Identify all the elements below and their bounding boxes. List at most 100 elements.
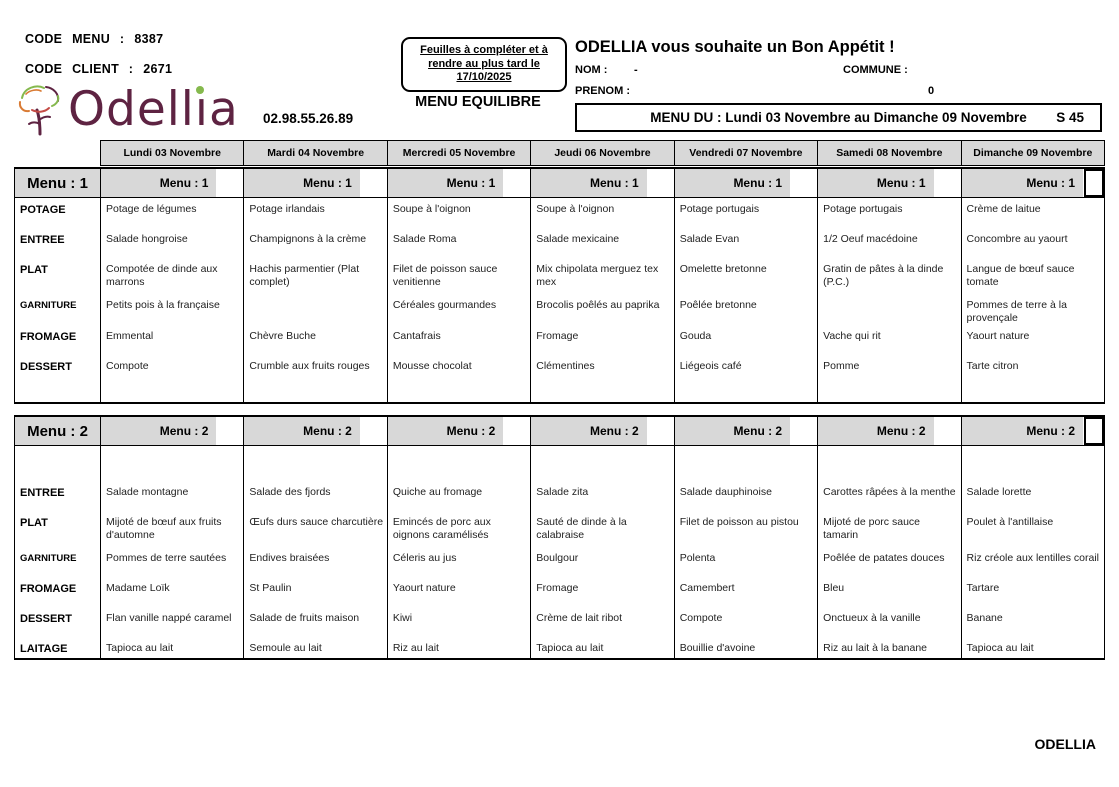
menu-cell: Cantafrais bbox=[386, 324, 531, 355]
menu-cell: Poêlée bretonne bbox=[673, 293, 818, 325]
menu-cell: Yaourt nature bbox=[960, 324, 1105, 355]
row-label: POTAGE bbox=[20, 204, 66, 216]
menu-cell: Polenta bbox=[673, 546, 818, 577]
menu-title-cell: Menu : 1 bbox=[14, 168, 101, 198]
menu-cell: Potage irlandais bbox=[243, 197, 388, 228]
menu-header-label: Menu : 2 bbox=[961, 417, 1083, 445]
row-label: ENTREE bbox=[20, 486, 65, 499]
menu-cell: St Paulin bbox=[243, 576, 388, 607]
day-header-cell: Lundi 03 Novembre bbox=[99, 140, 245, 166]
menu-title-text: Menu : 2 bbox=[27, 422, 88, 440]
menu-title-cell: Menu : 2 bbox=[14, 416, 101, 446]
menu-cell: Pomme bbox=[817, 354, 962, 387]
menu-cell: Langue de bœuf sauce tomate bbox=[960, 257, 1105, 294]
row-label: ENTREE bbox=[20, 233, 65, 246]
menu-header-label: Menu : 2 bbox=[531, 417, 647, 445]
menu-cell: Salade Roma bbox=[386, 227, 531, 258]
menu-header-label: Menu : 2 bbox=[674, 417, 791, 445]
menu-cell: Onctueux à la vanille bbox=[817, 606, 962, 637]
greeting-title: ODELLIA vous souhaite un Bon Appétit ! bbox=[575, 38, 895, 56]
menu-cell: Tarte citron bbox=[960, 354, 1105, 387]
menu-cell: Filet de poisson sauce venitienne bbox=[386, 257, 531, 294]
menu-cell: Vache qui rit bbox=[817, 324, 962, 355]
menu-cell: Riz créole aux lentilles corail bbox=[960, 546, 1105, 577]
code-menu-line: CODE MENU : 8387 bbox=[25, 32, 163, 46]
menu-cell: Mijoté de bœuf aux fruits d'automne bbox=[99, 510, 244, 547]
day-header-cell: Samedi 08 Novembre bbox=[817, 140, 962, 166]
menu-header-cell: Menu : 1 bbox=[243, 168, 388, 198]
menu-header-cell: Menu : 1 bbox=[530, 168, 675, 198]
menu-header-label: Menu : 1 bbox=[101, 169, 217, 197]
menu-header-label: Menu : 1 bbox=[531, 169, 647, 197]
menu-cell: Potage portugais bbox=[673, 197, 818, 228]
menu-cell: Madame Loïk bbox=[99, 576, 244, 607]
menu-checkbox[interactable] bbox=[1084, 417, 1104, 445]
menu-row-garniture: GARNITURE Pommes de terre sautées Endives … bbox=[15, 546, 1105, 577]
menu-cell: Champignons à la crème bbox=[243, 227, 388, 258]
menu-cell: Riz au lait à la banane bbox=[817, 636, 962, 659]
menu-cell: Tartare bbox=[960, 576, 1105, 607]
menu-cell: Céleris au jus bbox=[386, 546, 531, 577]
menu-cell: Salade de fruits maison bbox=[243, 606, 388, 637]
menu-header-label: Menu : 2 bbox=[387, 417, 504, 445]
menu-title-text: Menu : 1 bbox=[27, 174, 88, 192]
code-client-value: 2671 bbox=[143, 62, 173, 76]
week-code: S 45 bbox=[1056, 110, 1084, 125]
menu-header-cell: Menu : 2 bbox=[386, 416, 531, 446]
notice-line: rendre au plus tard le bbox=[428, 57, 540, 70]
menu-cell: Carottes râpées à la menthe bbox=[817, 480, 962, 511]
menu-header-cell: Menu : 2 bbox=[243, 416, 388, 446]
day-header-cell: Mardi 04 Novembre bbox=[243, 140, 388, 166]
menu-cell: Soupe à l'oignon bbox=[386, 197, 531, 228]
menu-cell: Gratin de pâtes à la dinde (P.C.) bbox=[817, 257, 962, 294]
nom-value: - bbox=[634, 64, 638, 76]
menu-cell: Endives braisées bbox=[243, 546, 388, 577]
menu-cell: 1/2 Oeuf macédoine bbox=[817, 227, 962, 258]
notice-line: 17/10/2025 bbox=[456, 71, 512, 83]
menu-header-cell: Menu : 2 bbox=[673, 416, 818, 446]
menu-cell: Œufs durs sauce charcutière bbox=[243, 510, 388, 547]
day-header-cell: Dimanche 09 Novembre bbox=[960, 140, 1106, 166]
week-banner-text: MENU DU : Lundi 03 Novembre au Dimanche … bbox=[650, 110, 1027, 125]
commune-value: 0 bbox=[928, 85, 935, 97]
menu-checkbox[interactable] bbox=[1084, 169, 1104, 197]
code-menu-label: CODE MENU : bbox=[25, 32, 125, 46]
menu-row-plat: PLAT Mijoté de bœuf aux fruits d'automne Œ… bbox=[15, 510, 1105, 547]
menu-cell: Salade zita bbox=[530, 480, 675, 511]
menu-cell: Fromage bbox=[530, 576, 675, 607]
menu-cell: Salade hongroise bbox=[99, 227, 244, 258]
tree-icon bbox=[18, 85, 60, 136]
menu-cell: Camembert bbox=[673, 576, 818, 607]
menu-cell: Crumble aux fruits rouges bbox=[243, 354, 388, 387]
menu-header-cell: Menu : 1 bbox=[673, 168, 818, 198]
row-label: FROMAGE bbox=[20, 330, 77, 343]
menu-cell: Potage de légumes bbox=[99, 197, 244, 228]
menu-cell: Tapioca au lait bbox=[960, 636, 1105, 659]
menu-cell: Fromage bbox=[530, 324, 675, 355]
menu-row-entree: ENTREE Salade hongroise Champignons à la c… bbox=[15, 227, 1105, 258]
menu-cell: Emincés de porc aux oignons caramélisés bbox=[386, 510, 531, 547]
menu-row-dessert: DESSERT Compote Crumble aux fruits rouges M… bbox=[15, 354, 1105, 387]
prenom-label: PRENOM : bbox=[575, 85, 630, 97]
menu-cell: Sauté de dinde à la calabraise bbox=[530, 510, 675, 547]
row-label: DESSERT bbox=[20, 612, 72, 625]
menu-cell: Poulet à l'antillaise bbox=[960, 510, 1105, 547]
menu-cell: Semoule au lait bbox=[243, 636, 388, 659]
menu-cell: Salade lorette bbox=[960, 480, 1105, 511]
spacer-row bbox=[15, 386, 1105, 403]
menu-cell: Emmental bbox=[99, 324, 244, 355]
menu-cell: Boulgour bbox=[530, 546, 675, 577]
commune-label: COMMUNE : bbox=[843, 64, 908, 76]
menu-row-potage: POTAGE Potage de légumes Potage irlandais S… bbox=[15, 197, 1105, 228]
menu-cell: Tapioca au lait bbox=[99, 636, 244, 659]
day-header-cell: Vendredi 07 Novembre bbox=[673, 140, 819, 166]
menu-cell: Quiche au fromage bbox=[386, 480, 531, 511]
menu-cell: Mousse chocolat bbox=[386, 354, 531, 387]
menu-cell: Tapioca au lait bbox=[530, 636, 675, 659]
row-label: GARNITURE bbox=[20, 299, 77, 311]
menu-cell: Bouillie d'avoine bbox=[673, 636, 818, 659]
menu-header-cell: Menu : 2 bbox=[99, 416, 244, 446]
menu1-table: Menu : 1 Menu : 1 Menu : 1 Menu : 1 Menu : 1… bbox=[14, 167, 1105, 404]
menu-cell: Pommes de terre à la provençale bbox=[960, 293, 1105, 325]
